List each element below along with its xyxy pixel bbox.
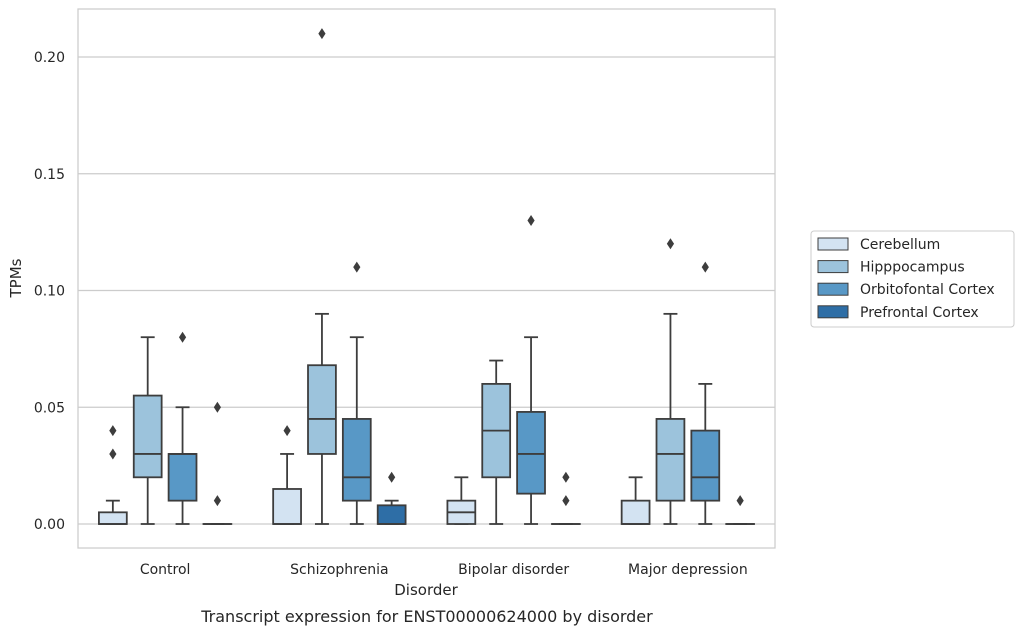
legend-label: Hipppocampus	[860, 260, 965, 276]
y-tick-label: 0.20	[34, 50, 65, 66]
box-iqr	[516, 411, 546, 495]
legend-swatch	[817, 282, 849, 296]
box-orbitofontal-cortex	[690, 261, 721, 525]
outlier-marker	[213, 495, 221, 507]
box-iqr	[376, 504, 407, 525]
box-hipppocampus	[307, 28, 337, 525]
box-orbitofontal-cortex	[516, 214, 546, 525]
grid-lines	[78, 56, 775, 525]
box-iqr	[272, 488, 302, 525]
box-hipppocampus	[481, 359, 512, 525]
outlier-marker	[178, 331, 187, 343]
outlier-marker	[109, 448, 117, 460]
box-iqr	[132, 394, 163, 479]
y-tick-labels: 0.00 0.05 0.10 0.15 0.20	[34, 50, 65, 533]
outlier-marker	[736, 495, 744, 507]
outlier-marker	[701, 261, 709, 273]
x-tick-label: Bipolar disorder	[458, 562, 569, 578]
x-tick-label: Major depression	[628, 562, 748, 578]
box-iqr	[690, 429, 721, 502]
y-tick-label: 0.10	[34, 284, 65, 300]
outlier-marker	[213, 401, 221, 413]
x-tick-labels: Control Schizophrenia Bipolar disorder Majo…	[140, 562, 748, 578]
x-tick-label: Schizophrenia	[290, 562, 388, 578]
box-iqr	[341, 418, 372, 502]
box-cerebellum	[620, 476, 651, 525]
box-orbitofontal-cortex	[167, 331, 198, 525]
box-iqr	[307, 364, 337, 455]
chart-caption: Transcript expression for ENST0000062400…	[200, 607, 653, 626]
box-series-layer	[98, 28, 755, 525]
box-iqr	[655, 418, 686, 502]
box-cerebellum	[272, 425, 302, 525]
y-tick-label: 0.05	[34, 400, 65, 416]
box-hipppocampus	[132, 336, 163, 525]
legend: Cerebellum Hipppocampus Orbitofontal Corte…	[810, 230, 1015, 328]
legend-frame	[810, 230, 1015, 328]
x-axis-label: Disorder	[394, 581, 458, 599]
x-tick-label: Control	[140, 562, 191, 578]
plot-frame	[77, 8, 776, 549]
outlier-marker	[318, 28, 326, 40]
legend-label: Prefrontal Cortex	[860, 305, 979, 321]
box-prefrontal-cortex	[725, 495, 755, 525]
legend-swatch	[817, 305, 849, 319]
legend-swatch	[817, 237, 849, 251]
outlier-marker	[562, 495, 570, 507]
box-cerebellum	[98, 425, 128, 525]
outlier-marker	[388, 471, 396, 483]
outlier-marker	[283, 425, 291, 437]
box-prefrontal-cortex	[202, 401, 233, 525]
y-axis-label: TPMs	[7, 258, 25, 298]
outlier-marker	[562, 471, 570, 483]
y-tick-label: 0.15	[34, 167, 65, 183]
y-tick-label: 0.00	[34, 517, 65, 533]
outlier-marker	[109, 425, 117, 437]
box-prefrontal-cortex	[376, 471, 407, 525]
outlier-marker	[666, 238, 675, 250]
box-iqr	[167, 453, 198, 502]
box-hipppocampus	[655, 238, 686, 525]
box-cerebellum	[446, 476, 477, 525]
box-orbitofontal-cortex	[341, 261, 372, 525]
outlier-marker	[353, 261, 361, 273]
outlier-marker	[527, 214, 535, 226]
legend-swatch	[817, 260, 849, 274]
box-prefrontal-cortex	[551, 471, 581, 525]
legend-label: Cerebellum	[860, 237, 940, 253]
box-iqr	[98, 511, 128, 525]
legend-label: Orbitofontal Cortex	[860, 282, 995, 298]
box-iqr	[620, 499, 651, 525]
